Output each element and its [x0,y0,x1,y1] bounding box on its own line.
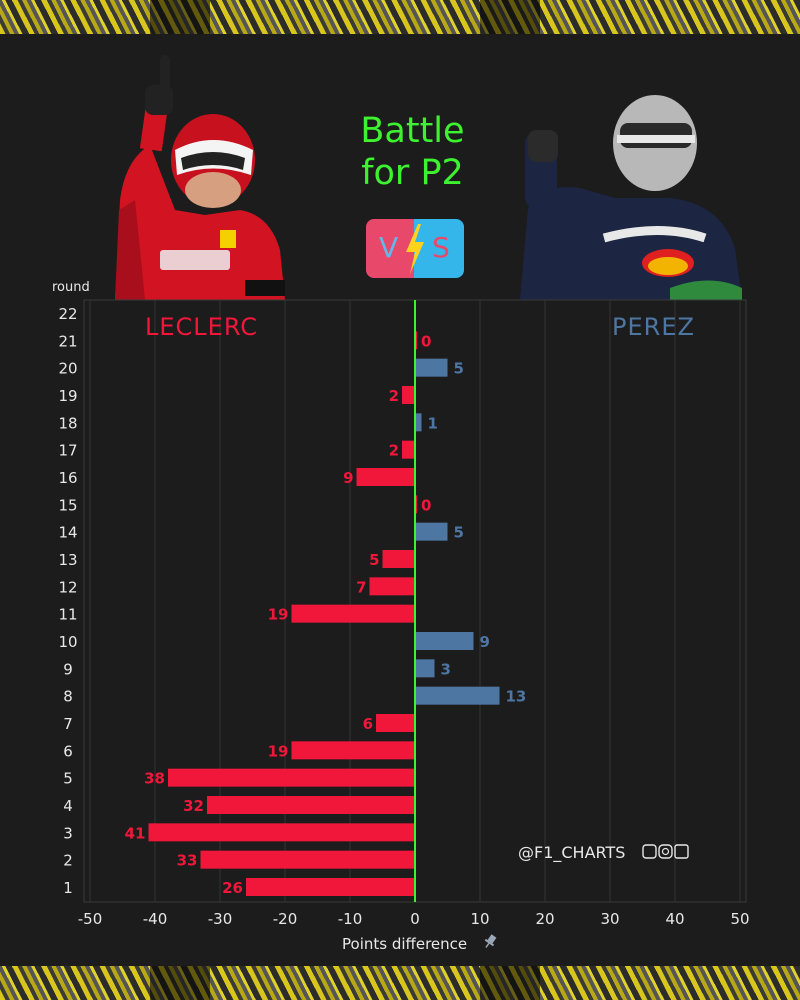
bar-value-label: 3 [441,660,451,678]
perez-series-label: PEREZ [612,313,695,341]
top-asphalt-strip [0,0,800,34]
title-line-2: for P2 [361,153,464,193]
bar-round-5 [168,768,415,787]
y-tick-label: 15 [58,496,77,514]
bar-value-label: 1 [428,414,438,432]
bar-value-label: 0 [421,496,431,514]
bar-round-4 [207,796,415,814]
twitter-icon [642,844,657,859]
bar-round-20 [415,358,448,377]
y-tick-label: 10 [58,633,77,651]
bar-round-3 [148,823,415,842]
bar-value-label: 6 [363,715,373,733]
x-tick-label: -30 [208,910,233,928]
bar-value-label: 7 [356,578,366,596]
bar-value-label: 9 [343,469,353,487]
y-tick-label: 17 [58,442,77,460]
bar-value-label: 41 [125,824,146,842]
social-icons [642,844,689,859]
y-tick-label: 9 [63,660,73,678]
y-tick-label: 5 [63,770,73,788]
x-tick-label: 30 [600,910,619,928]
perez-driver-photo [520,95,742,300]
y-tick-label: 8 [63,688,73,706]
y-tick-label: 16 [58,469,77,487]
y-tick-label: 19 [58,387,77,405]
bar-round-17 [402,440,415,459]
x-axis-label: Points difference [342,935,467,953]
y-tick-label: 2 [63,852,73,870]
y-tick-label: 11 [58,606,77,624]
x-tick-label: 50 [730,910,749,928]
bar-round-18 [415,413,422,432]
bar-value-label: 26 [222,879,243,897]
bar-value-label: 9 [480,633,490,651]
lightning-icon [406,224,424,274]
x-tick-label: 10 [470,910,489,928]
x-tick-label: -40 [143,910,168,928]
x-tick-label: 0 [410,910,420,928]
versus-badge-right-letter: S [432,231,450,264]
bar-value-label: 33 [177,852,198,870]
y-axis-label: round [52,280,90,295]
x-tick-label: -20 [273,910,298,928]
bar-round-11 [291,604,415,623]
bar-round-8 [415,686,500,705]
chart-title: Battle for P2 [330,110,495,194]
y-tick-label: 21 [58,332,77,350]
y-tick-label: 12 [58,578,77,596]
bar-round-6 [291,741,415,760]
bar-value-label: 5 [454,360,464,378]
bar-round-14 [415,522,448,541]
y-tick-label: 13 [58,551,77,569]
bar-value-label: 2 [389,387,399,405]
y-tick-label: 3 [63,824,73,842]
bar-value-label: 19 [268,606,289,624]
bar-round-19 [402,386,415,404]
bar-value-label: 2 [389,442,399,460]
y-tick-label: 22 [58,305,77,323]
pin-icon [484,934,497,948]
bar-round-13 [382,550,415,568]
bottom-asphalt-strip [0,966,800,1000]
bar-round-2 [200,850,415,869]
bar-round-1 [246,878,415,896]
y-tick-label: 18 [58,414,77,432]
bar-round-7 [376,714,415,732]
bar-value-label: 19 [268,742,289,760]
y-tick-label: 7 [63,715,73,733]
x-tick-label: 20 [535,910,554,928]
y-tick-label: 1 [63,879,73,897]
y-tick-label: 6 [63,742,73,760]
instagram-icon [658,844,673,859]
bar-value-label: 5 [454,524,464,542]
x-tick-label: 40 [665,910,684,928]
x-tick-label: -50 [78,910,103,928]
y-tick-label: 4 [63,797,73,815]
versus-badge-left-letter: V [379,231,399,264]
y-tick-label: 20 [58,360,77,378]
y-tick-label: 14 [58,524,77,542]
bar-value-label: 32 [183,797,204,815]
bar-round-16 [356,468,415,486]
versus-badge: V S [366,219,464,278]
bar-round-10 [415,632,474,650]
title-line-1: Battle [360,111,465,151]
facebook-icon [674,844,689,859]
x-tick-label: -10 [338,910,363,928]
leclerc-series-label: LECLERC [145,313,258,341]
bar-value-label: 0 [421,332,431,350]
bar-value-label: 5 [369,551,379,569]
bar-value-label: 38 [144,770,165,788]
watermark: @F1_CHARTS [518,843,625,863]
bar-round-9 [415,659,435,678]
bar-round-12 [369,577,415,596]
bar-value-label: 13 [506,688,527,706]
leclerc-driver-photo [115,55,285,300]
